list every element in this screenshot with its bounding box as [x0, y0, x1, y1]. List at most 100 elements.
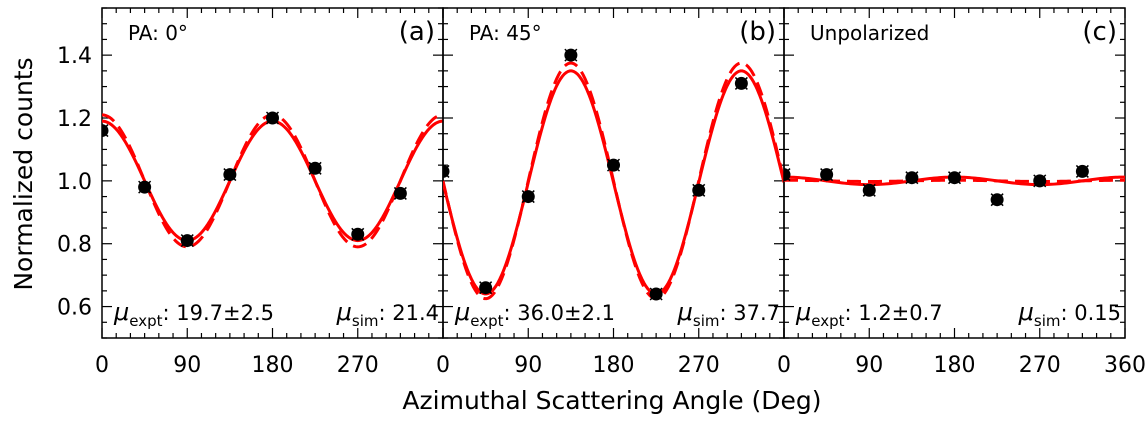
x-tick-label: 90 — [514, 353, 542, 378]
data-point — [606, 158, 621, 172]
fit-curve-dashed — [102, 113, 443, 249]
error-cross — [1033, 174, 1047, 188]
x-tick-label: 270 — [337, 353, 379, 378]
error-cross — [947, 171, 962, 185]
data-point — [1033, 174, 1047, 188]
plot-frame — [101, 7, 444, 339]
error-cross — [649, 287, 663, 301]
error-cross — [223, 168, 237, 182]
data-point — [649, 287, 663, 301]
error-cross — [138, 180, 152, 194]
error-cross — [265, 111, 280, 125]
mu-symbol: μ — [336, 298, 352, 326]
data-point — [947, 171, 962, 185]
mu-sim-annotation: μsim: 21.4 — [336, 298, 439, 330]
error-cross — [393, 186, 407, 200]
data-point — [905, 171, 919, 185]
mu-sim-annotation: μsim: 37.7 — [677, 298, 780, 330]
error-cross — [1075, 164, 1089, 178]
error-cross — [734, 76, 748, 90]
condition-label: PA: 0° — [128, 21, 188, 45]
mu-symbol: μ — [795, 298, 811, 326]
x-tick-label: 90 — [173, 353, 201, 378]
mu-subscript: expt — [811, 312, 844, 330]
error-cross — [606, 158, 621, 172]
data-point — [862, 183, 876, 197]
mu-subscript: sim — [352, 312, 379, 330]
data-point — [351, 227, 365, 241]
panel-label: (b) — [739, 17, 776, 47]
data-point — [1075, 164, 1089, 178]
mu-subscript: sim — [693, 312, 720, 330]
y-tick-label: 0.6 — [57, 296, 92, 321]
data-point — [308, 161, 322, 175]
y-tick-label: 1.4 — [57, 44, 92, 69]
error-cross — [180, 234, 194, 248]
error-cross — [479, 281, 493, 295]
mu-expt-annotation: μexpt: 1.2±0.7 — [795, 298, 943, 330]
mu-symbol: μ — [677, 298, 693, 326]
condition-label: PA: 45° — [469, 21, 542, 45]
y-tick-label: 1.0 — [57, 170, 92, 195]
data-point-marker — [443, 164, 450, 178]
x-tick-label: 270 — [1019, 353, 1061, 378]
panel-label: (a) — [399, 17, 435, 47]
error-cross — [443, 170, 450, 178]
data-point — [223, 168, 237, 182]
data-point — [820, 168, 834, 182]
mu-subscript: expt — [470, 312, 503, 330]
error-cross — [784, 168, 791, 176]
error-cross — [102, 129, 109, 138]
x-tick-label: 0 — [436, 353, 450, 378]
data-point — [990, 193, 1004, 207]
mu-expt-annotation: μexpt: 19.7±2.5 — [113, 298, 274, 330]
data-point-marker — [102, 124, 109, 138]
data-point-marker — [784, 168, 791, 182]
x-tick-label: 180 — [252, 353, 294, 378]
data-point — [734, 76, 748, 90]
mu-symbol: μ — [1018, 298, 1034, 326]
error-cross — [905, 171, 919, 185]
mu-symbol: μ — [113, 298, 129, 326]
x-axis-label: Azimuthal Scattering Angle (Deg) — [402, 386, 821, 415]
data-point — [564, 48, 578, 62]
mu-value: : 1.2±0.7 — [845, 301, 943, 325]
mu-value: : 0.15 — [1060, 301, 1121, 325]
data-point — [479, 281, 493, 295]
mu-subscript: sim — [1034, 312, 1061, 330]
fit-curve-solid — [443, 69, 784, 296]
data-point — [393, 186, 407, 200]
mu-sim-annotation: μsim: 0.15 — [1018, 298, 1121, 330]
data-point — [692, 183, 706, 197]
x-tick-label: 360 — [1104, 353, 1146, 378]
y-axis-label: Normalized counts — [9, 57, 38, 290]
fit-curve-solid — [102, 119, 443, 243]
data-point — [265, 111, 280, 125]
data-point — [784, 168, 791, 182]
mu-expt-annotation: μexpt: 36.0±2.1 — [454, 298, 615, 330]
mu-symbol: μ — [454, 298, 470, 326]
y-tick-label: 1.2 — [57, 107, 92, 132]
data-point — [521, 190, 535, 204]
x-tick-label: 270 — [678, 353, 720, 378]
error-cross — [564, 48, 578, 62]
error-cross — [521, 190, 535, 204]
x-tick-label: 0 — [777, 353, 791, 378]
data-point — [138, 180, 152, 194]
error-cross — [351, 227, 365, 241]
error-cross — [692, 183, 706, 197]
mu-value: : 36.0±2.1 — [504, 301, 616, 325]
error-cross — [102, 124, 109, 132]
condition-label: Unpolarized — [810, 21, 929, 45]
mu-value: : 21.4 — [378, 301, 439, 325]
y-tick-label: 0.8 — [57, 233, 92, 258]
panel-label: (c) — [1082, 17, 1117, 47]
data-point — [443, 164, 450, 178]
x-tick-label: 0 — [95, 353, 109, 378]
mu-value: : 19.7±2.5 — [163, 301, 275, 325]
error-cross — [784, 173, 791, 182]
error-cross — [820, 168, 834, 182]
